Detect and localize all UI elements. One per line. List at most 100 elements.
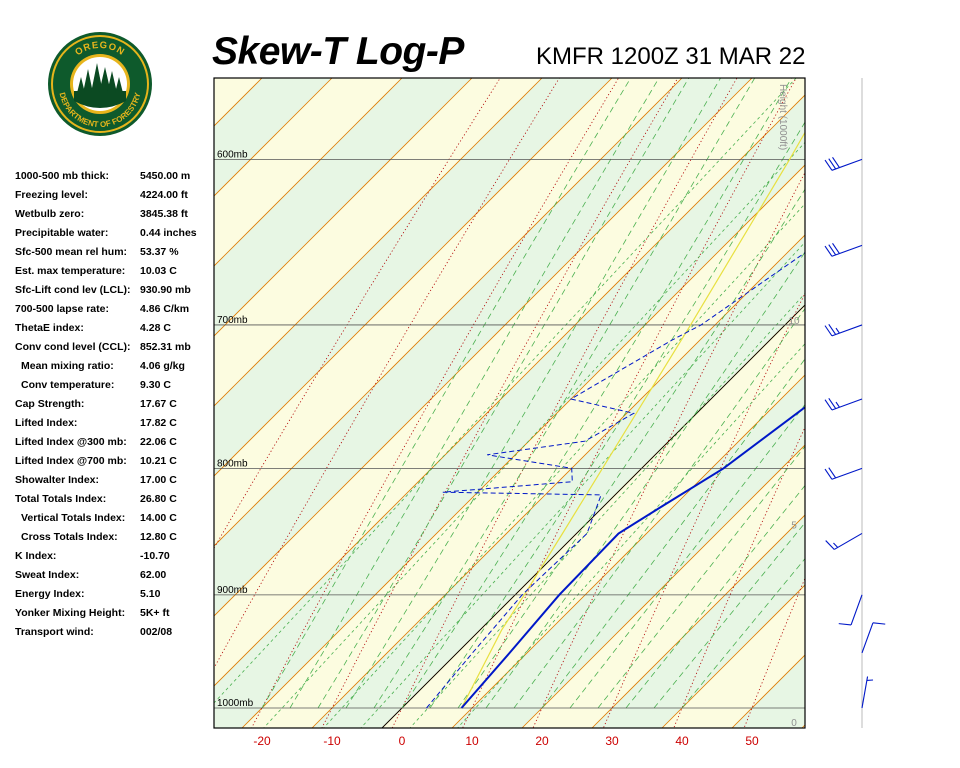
wind-profile — [824, 78, 886, 728]
temperature-tick-label: -20 — [253, 734, 271, 748]
isotherm-line — [214, 78, 683, 547]
temperature-tick-label: 30 — [605, 734, 619, 748]
index-value: 17.00 C — [140, 474, 177, 486]
pressure-label: 600mb — [217, 149, 248, 160]
index-label: Sfc-500 mean rel hum: — [15, 246, 128, 258]
parcel-path-line — [460, 131, 805, 709]
index-label: 1000-500 mb thick: — [15, 170, 109, 182]
dry-adiabat-line — [251, 78, 620, 728]
wind-barb — [824, 467, 863, 480]
index-label: Freezing level: — [15, 189, 88, 201]
index-value: 12.80 C — [140, 531, 177, 543]
temperature-tick-label: -10 — [323, 734, 341, 748]
index-label: Energy Index: — [15, 588, 85, 600]
index-value: -10.70 — [140, 550, 170, 562]
wind-barb — [824, 242, 863, 257]
isotherm-line — [591, 514, 805, 728]
index-value: 9.30 C — [140, 379, 171, 391]
height-tick-label: 0 — [791, 718, 797, 729]
index-value: 930.90 mb — [140, 284, 191, 296]
isotherm-line — [214, 78, 473, 337]
isotherm-line — [661, 584, 805, 728]
isotherm-line — [0, 78, 192, 728]
index-label: Precipitable water: — [15, 227, 109, 239]
wind-barb — [824, 323, 863, 337]
index-value: 10.03 C — [140, 265, 177, 277]
wind-barb — [838, 594, 863, 626]
pressure-label: 700mb — [217, 315, 248, 326]
isotherm-line — [214, 78, 403, 267]
index-value: 4.28 C — [140, 322, 171, 334]
index-value: 10.21 C — [140, 455, 177, 467]
index-label: Lifted Index: — [15, 417, 78, 429]
index-label: Yonker Mixing Height: — [15, 607, 126, 619]
mixing-ratio-line — [457, 343, 805, 728]
chart-title: Skew-T Log-P — [212, 30, 464, 73]
index-label: Vertical Totals Index: — [21, 512, 126, 524]
index-value: 5.10 — [140, 588, 161, 600]
mixing-ratio-line — [360, 241, 805, 728]
moist-adiabat-line — [345, 78, 722, 709]
dry-adiabat-line — [532, 171, 805, 728]
isotherm-line — [214, 94, 805, 687]
index-value: 4.06 g/kg — [140, 360, 185, 372]
isotherm-line — [0, 78, 122, 728]
index-value: 002/08 — [140, 626, 173, 638]
index-value: 5K+ ft — [140, 607, 170, 619]
zero-isotherm-line — [381, 304, 805, 728]
height-tick-label: 5 — [791, 521, 797, 532]
index-label: Sfc-Lift cond lev (LCL): — [15, 284, 131, 296]
index-label: Sweat Index: — [15, 569, 80, 581]
moist-adiabat-line — [541, 358, 805, 709]
index-value: 4.86 C/km — [140, 303, 190, 315]
index-label: Cross Totals Index: — [21, 531, 118, 543]
dry-adiabat-line — [802, 0, 960, 760]
logo-trees-icon — [77, 63, 123, 93]
index-label: Transport wind: — [15, 626, 94, 638]
index-label: Conv temperature: — [21, 379, 115, 391]
temperature-tick-label: 0 — [399, 734, 406, 748]
index-value: 0.44 inches — [140, 227, 197, 239]
isotherm-line — [241, 164, 805, 728]
isotherm-line — [214, 78, 613, 477]
wind-barb — [825, 532, 863, 550]
dry-adiabat-line — [214, 78, 501, 549]
index-label: Est. max temperature: — [15, 265, 126, 277]
index-value: 62.00 — [140, 569, 167, 581]
pressure-label: 900mb — [217, 585, 248, 596]
temperature-tick-label: 10 — [465, 734, 479, 748]
index-label: Lifted Index @300 mb: — [15, 436, 127, 448]
moist-adiabat-line — [401, 78, 793, 709]
index-label: Mean mixing ratio: — [21, 360, 114, 372]
dry-adiabat-line — [214, 78, 560, 669]
pressure-label: 800mb — [217, 458, 248, 469]
moist-adiabat-line — [513, 307, 805, 709]
isotherm-line — [214, 78, 753, 617]
height-axis-title: Height (1000ft) — [777, 84, 788, 150]
index-label: Lifted Index @700 mb: — [15, 455, 127, 467]
index-value: 17.82 C — [140, 417, 177, 429]
index-label: Wetbulb zero: — [15, 208, 85, 220]
index-label: K Index: — [15, 550, 57, 562]
index-value: 4224.00 ft — [140, 189, 188, 201]
isotherm-line — [451, 374, 805, 728]
temperature-profile-line — [460, 405, 805, 709]
moist-adiabat-line — [569, 403, 805, 709]
temperature-tick-label: 40 — [675, 734, 689, 748]
mixing-ratio-line — [214, 78, 797, 704]
temperature-tick-label: 20 — [535, 734, 549, 748]
index-label: 700-500 lapse rate: — [15, 303, 109, 315]
index-label: Cap Strength: — [15, 398, 85, 410]
index-value: 22.06 C — [140, 436, 177, 448]
index-label: Total Totals Index: — [15, 493, 107, 505]
station-time-label: KMFR 1200Z 31 MAR 22 — [536, 43, 806, 70]
index-label: Conv cond level (CCL): — [15, 341, 131, 353]
temperature-band — [214, 95, 805, 728]
isotherm-line — [521, 444, 805, 728]
height-tick-label: 10 — [788, 316, 800, 327]
index-value: 14.00 C — [140, 512, 177, 524]
isotherm-line — [311, 234, 805, 728]
isotherm-line — [801, 724, 805, 728]
index-label: ThetaE index: — [15, 322, 84, 334]
